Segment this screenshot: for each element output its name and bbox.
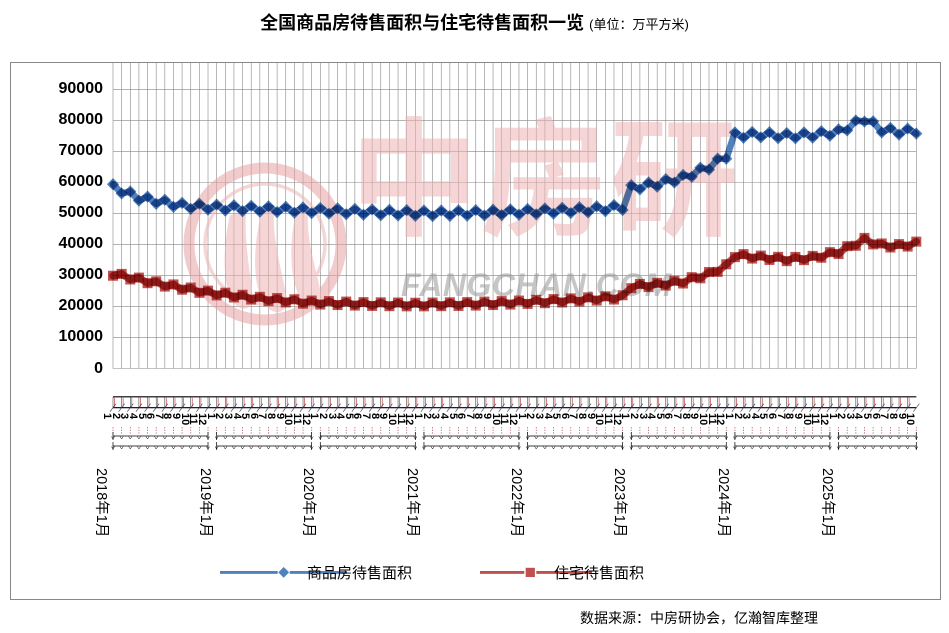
svg-text:中房研: 中房研 [350,77,740,262]
